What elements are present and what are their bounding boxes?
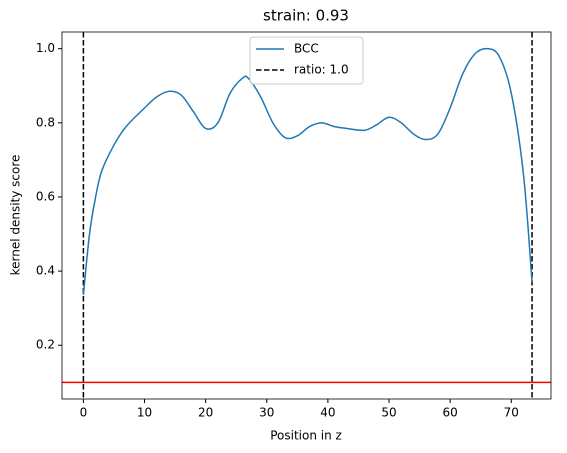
x-tick-label: 60 bbox=[443, 406, 458, 420]
plot-frame bbox=[61, 31, 552, 400]
x-axis-label: Position in z bbox=[270, 429, 342, 443]
y-tick-label: 0.4 bbox=[36, 264, 55, 278]
x-tick-label: 70 bbox=[504, 406, 519, 420]
legend: BCC ratio: 1.0 bbox=[249, 36, 364, 85]
series-line bbox=[82, 47, 533, 295]
x-tick-label: 10 bbox=[137, 406, 152, 420]
legend-label: ratio: 1.0 bbox=[294, 63, 349, 77]
x-tick-label: 0 bbox=[80, 406, 88, 420]
x-tick-label: 20 bbox=[198, 406, 213, 420]
y-tick-label: 0.2 bbox=[36, 338, 55, 352]
legend-label: BCC bbox=[294, 42, 319, 56]
y-tick-label: 0.6 bbox=[36, 189, 55, 203]
chart-title: strain: 0.93 bbox=[263, 7, 349, 25]
x-tick-label: 50 bbox=[381, 406, 396, 420]
y-axis-label: kernel density score bbox=[9, 155, 23, 276]
x-tick-label: 30 bbox=[259, 406, 274, 420]
y-tick-label: 0.8 bbox=[36, 115, 55, 129]
x-tick-label: 40 bbox=[320, 406, 335, 420]
y-tick-label: 1.0 bbox=[36, 41, 55, 55]
